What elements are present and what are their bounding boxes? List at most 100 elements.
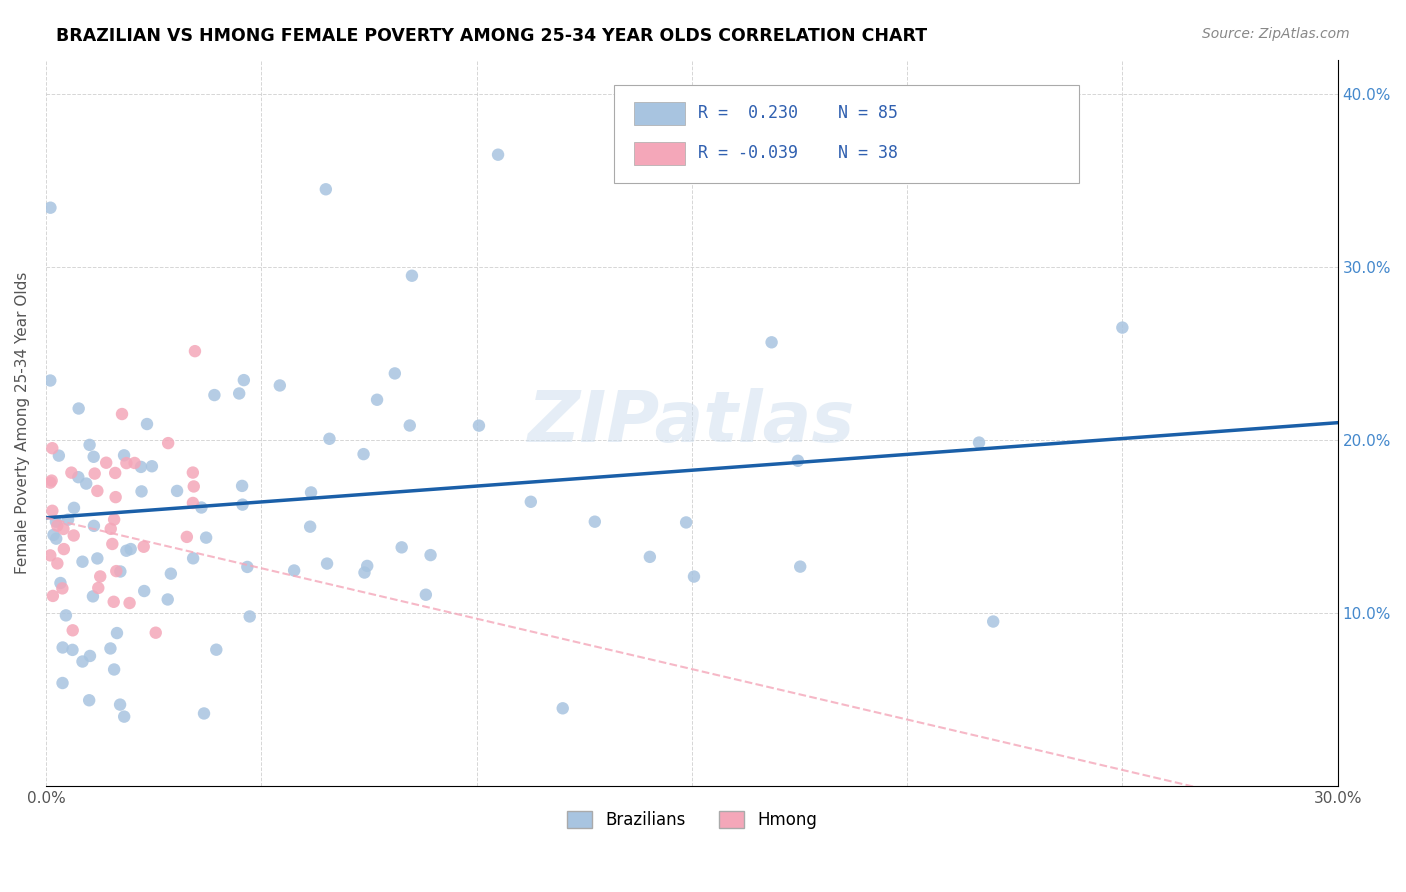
Point	[112, 448, 135, 462]
Point	[228, 386, 250, 401]
Point	[415, 588, 437, 602]
Point	[401, 268, 423, 283]
Point	[46, 518, 69, 533]
Point	[39, 201, 62, 215]
Point	[160, 566, 183, 581]
Point	[83, 467, 105, 481]
Point	[419, 548, 441, 562]
Point	[981, 615, 1004, 629]
Point	[39, 475, 62, 490]
Point	[52, 640, 75, 655]
Point	[100, 641, 122, 656]
Point	[83, 519, 105, 533]
Point	[39, 549, 62, 563]
Point	[103, 512, 125, 526]
Point	[231, 498, 253, 512]
Point	[79, 438, 101, 452]
Point	[520, 495, 543, 509]
Point	[72, 555, 94, 569]
Point	[72, 655, 94, 669]
Point	[42, 589, 65, 603]
Point	[316, 557, 339, 571]
Point	[318, 432, 340, 446]
Point	[789, 559, 811, 574]
Point	[391, 541, 413, 555]
Point	[269, 378, 291, 392]
Point	[86, 483, 108, 498]
Point	[45, 515, 67, 529]
Point	[761, 335, 783, 350]
Point	[683, 569, 706, 583]
Point	[353, 566, 375, 580]
Point	[96, 456, 118, 470]
Point	[176, 530, 198, 544]
Point	[134, 584, 156, 599]
Point	[353, 447, 375, 461]
Point	[398, 418, 420, 433]
Point	[112, 709, 135, 723]
Point	[60, 466, 83, 480]
Point	[63, 500, 86, 515]
Point	[103, 595, 125, 609]
Text: R =  0.230    N = 85: R = 0.230 N = 85	[699, 104, 898, 122]
Point	[111, 407, 134, 421]
Text: BRAZILIAN VS HMONG FEMALE POVERTY AMONG 25-34 YEAR OLDS CORRELATION CHART: BRAZILIAN VS HMONG FEMALE POVERTY AMONG …	[56, 27, 928, 45]
Point	[366, 392, 388, 407]
Point	[86, 551, 108, 566]
Point	[236, 560, 259, 574]
Point	[551, 701, 574, 715]
Point	[104, 490, 127, 504]
Point	[181, 496, 204, 510]
Point	[120, 542, 142, 557]
Point	[283, 564, 305, 578]
Point	[75, 476, 97, 491]
Point	[145, 625, 167, 640]
Point	[51, 582, 73, 596]
Bar	[634, 102, 685, 125]
FancyBboxPatch shape	[614, 85, 1080, 183]
Point	[195, 531, 218, 545]
Point	[1111, 320, 1133, 334]
Bar	[634, 142, 685, 165]
Point	[108, 698, 131, 712]
Point	[638, 549, 661, 564]
Point	[157, 436, 180, 450]
Point	[193, 706, 215, 721]
Point	[583, 515, 606, 529]
Point	[299, 519, 322, 533]
Point	[105, 564, 128, 578]
Point	[62, 528, 84, 542]
Point	[83, 450, 105, 464]
Point	[41, 441, 63, 455]
Point	[103, 663, 125, 677]
Text: ZIPatlas: ZIPatlas	[529, 388, 855, 458]
Text: R = -0.039    N = 38: R = -0.039 N = 38	[699, 145, 898, 162]
Point	[115, 456, 138, 470]
Point	[51, 676, 73, 690]
Point	[184, 344, 207, 359]
Point	[166, 483, 188, 498]
Legend: Brazilians, Hmong: Brazilians, Hmong	[560, 804, 824, 836]
Point	[41, 474, 63, 488]
Point	[231, 479, 253, 493]
Point	[132, 540, 155, 554]
Point	[52, 522, 75, 536]
Point	[101, 537, 124, 551]
Point	[62, 643, 84, 657]
Point	[89, 569, 111, 583]
Point	[315, 182, 337, 196]
Point	[45, 532, 67, 546]
Point	[77, 693, 100, 707]
Point	[124, 456, 146, 470]
Point	[42, 528, 65, 542]
Point	[141, 459, 163, 474]
Point	[67, 470, 90, 484]
Point	[299, 485, 322, 500]
Point	[967, 435, 990, 450]
Point	[384, 367, 406, 381]
Point	[55, 608, 77, 623]
Point	[232, 373, 254, 387]
Y-axis label: Female Poverty Among 25-34 Year Olds: Female Poverty Among 25-34 Year Olds	[15, 271, 30, 574]
Point	[41, 504, 63, 518]
Point	[118, 596, 141, 610]
